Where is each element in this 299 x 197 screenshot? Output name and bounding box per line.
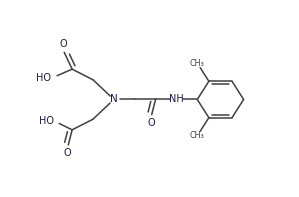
Text: O: O xyxy=(147,118,155,128)
Text: HO: HO xyxy=(39,116,54,126)
Text: N: N xyxy=(110,95,118,104)
Text: HO: HO xyxy=(36,73,51,83)
Text: O: O xyxy=(59,39,67,49)
Text: CH₃: CH₃ xyxy=(190,59,205,68)
Text: CH₃: CH₃ xyxy=(190,131,205,140)
Text: O: O xyxy=(64,148,71,158)
Text: NH: NH xyxy=(169,95,184,104)
